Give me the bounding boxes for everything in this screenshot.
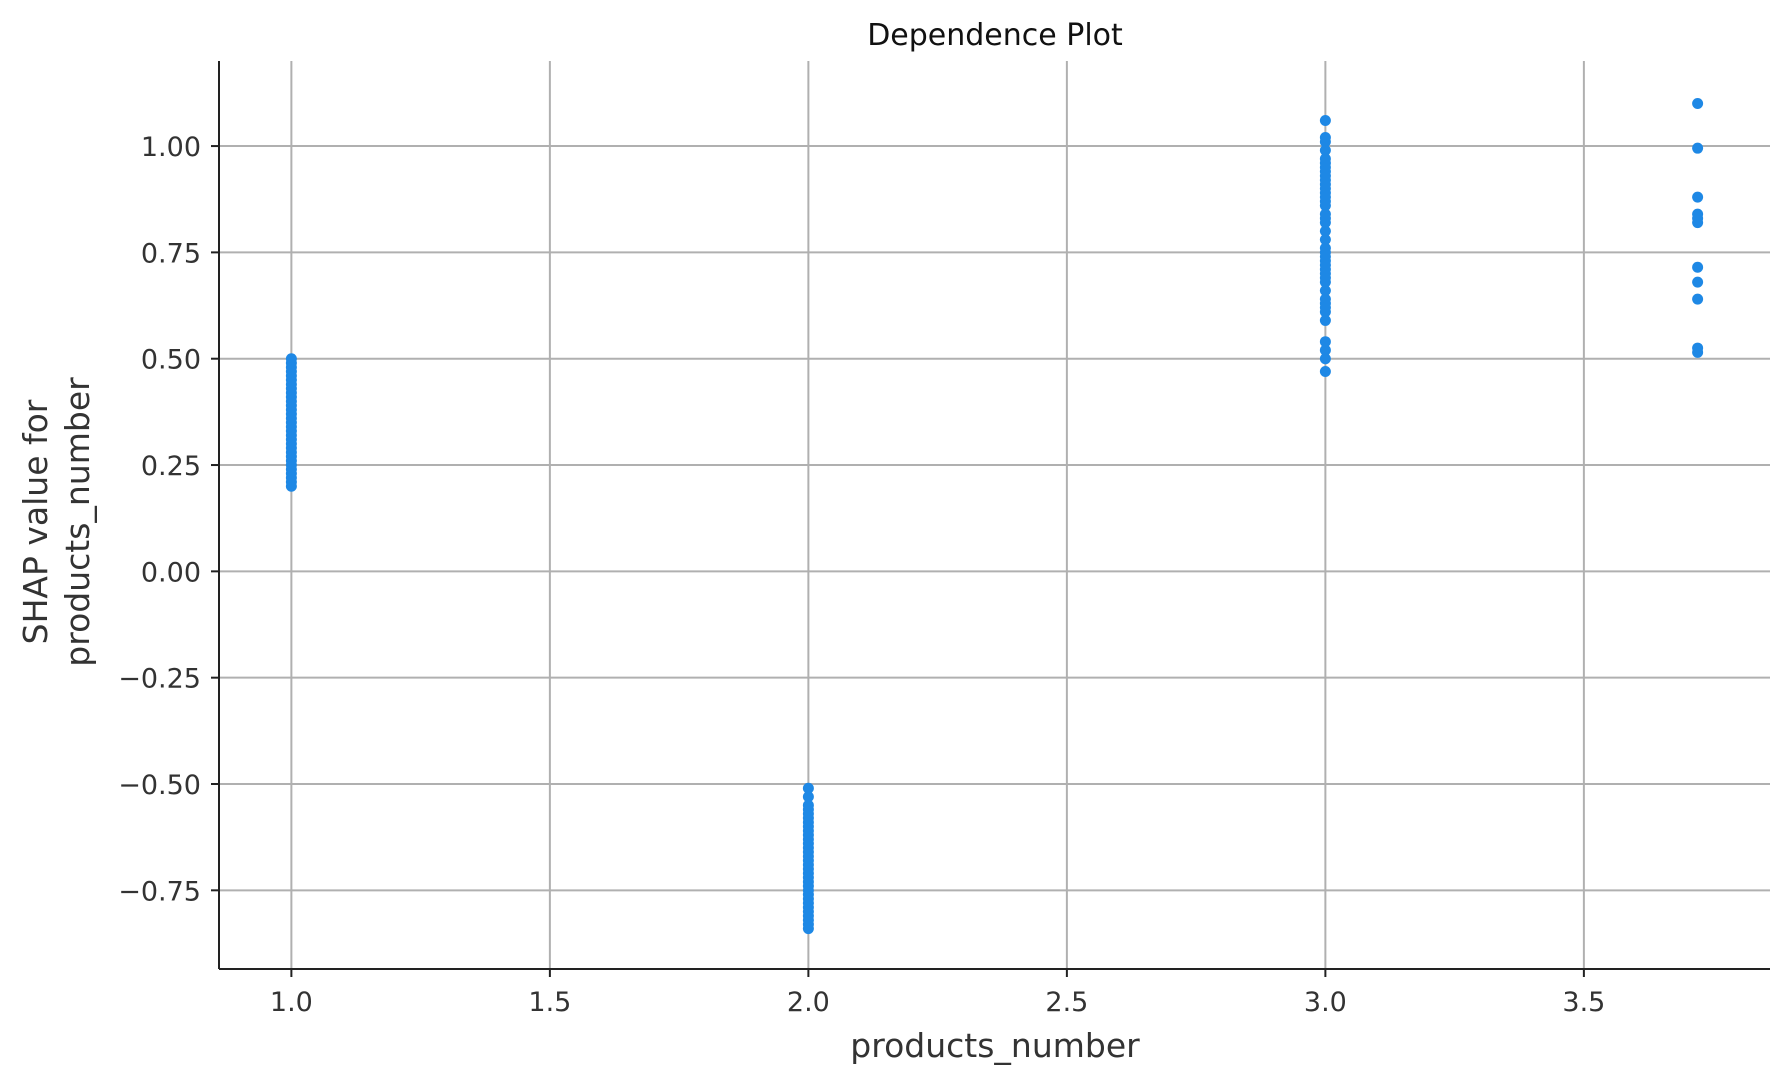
grid-lines <box>219 61 1770 969</box>
y-tick-label: 0.25 <box>141 451 201 482</box>
data-point <box>1319 353 1331 365</box>
data-point <box>1319 217 1331 229</box>
data-point <box>1319 200 1331 212</box>
data-point <box>1692 191 1704 203</box>
data-point <box>1692 217 1704 229</box>
x-tick-label: 3.0 <box>1304 987 1347 1018</box>
data-point <box>1319 136 1331 148</box>
data-point <box>1692 346 1704 358</box>
data-point <box>1319 234 1331 246</box>
x-tick-label: 1.5 <box>528 987 571 1018</box>
x-tick-label: 3.5 <box>1562 987 1605 1018</box>
data-point <box>1692 276 1704 288</box>
x-tick-label: 2.5 <box>1045 987 1088 1018</box>
x-tick-label: 1.0 <box>270 987 313 1018</box>
data-point <box>1319 115 1331 127</box>
chart-title: Dependence Plot <box>867 18 1123 53</box>
data-point <box>1319 365 1331 377</box>
axes <box>211 61 1770 977</box>
y-tick-label: 0.75 <box>141 238 201 269</box>
data-point <box>1319 314 1331 326</box>
data-point <box>1319 285 1331 297</box>
y-tick-labels: 1.00 0.75 0.50 0.25 0.00 −0.25 −0.50 −0.75 <box>118 132 201 907</box>
data-point <box>802 782 814 794</box>
data-point <box>1692 98 1704 110</box>
data-point <box>1319 306 1331 318</box>
data-point <box>1319 276 1331 288</box>
y-tick-label: −0.75 <box>118 876 201 907</box>
data-point <box>1319 344 1331 356</box>
x-tick-labels: 1.0 1.5 2.0 2.5 3.0 3.5 <box>270 987 1605 1018</box>
data-point <box>1319 144 1331 156</box>
y-tick-label: 0.50 <box>141 345 201 376</box>
data-point <box>1692 261 1704 273</box>
y-axis-label-line-1: SHAP value for <box>16 399 55 644</box>
data-point <box>802 791 814 803</box>
data-point <box>1319 336 1331 348</box>
data-point <box>1319 225 1331 237</box>
scatter-points <box>285 98 1704 935</box>
y-tick-label: 1.00 <box>141 132 201 163</box>
data-point <box>1692 142 1704 154</box>
x-tick-label: 2.0 <box>787 987 830 1018</box>
data-point <box>1692 293 1704 305</box>
y-axis-label-line-2: products_number <box>58 377 97 667</box>
y-tick-label: 0.00 <box>141 557 201 588</box>
y-tick-label: −0.25 <box>118 664 201 695</box>
data-point <box>285 480 297 492</box>
data-point <box>802 923 814 935</box>
y-tick-label: −0.50 <box>118 770 201 801</box>
x-axis-label: products_number <box>850 1026 1140 1065</box>
